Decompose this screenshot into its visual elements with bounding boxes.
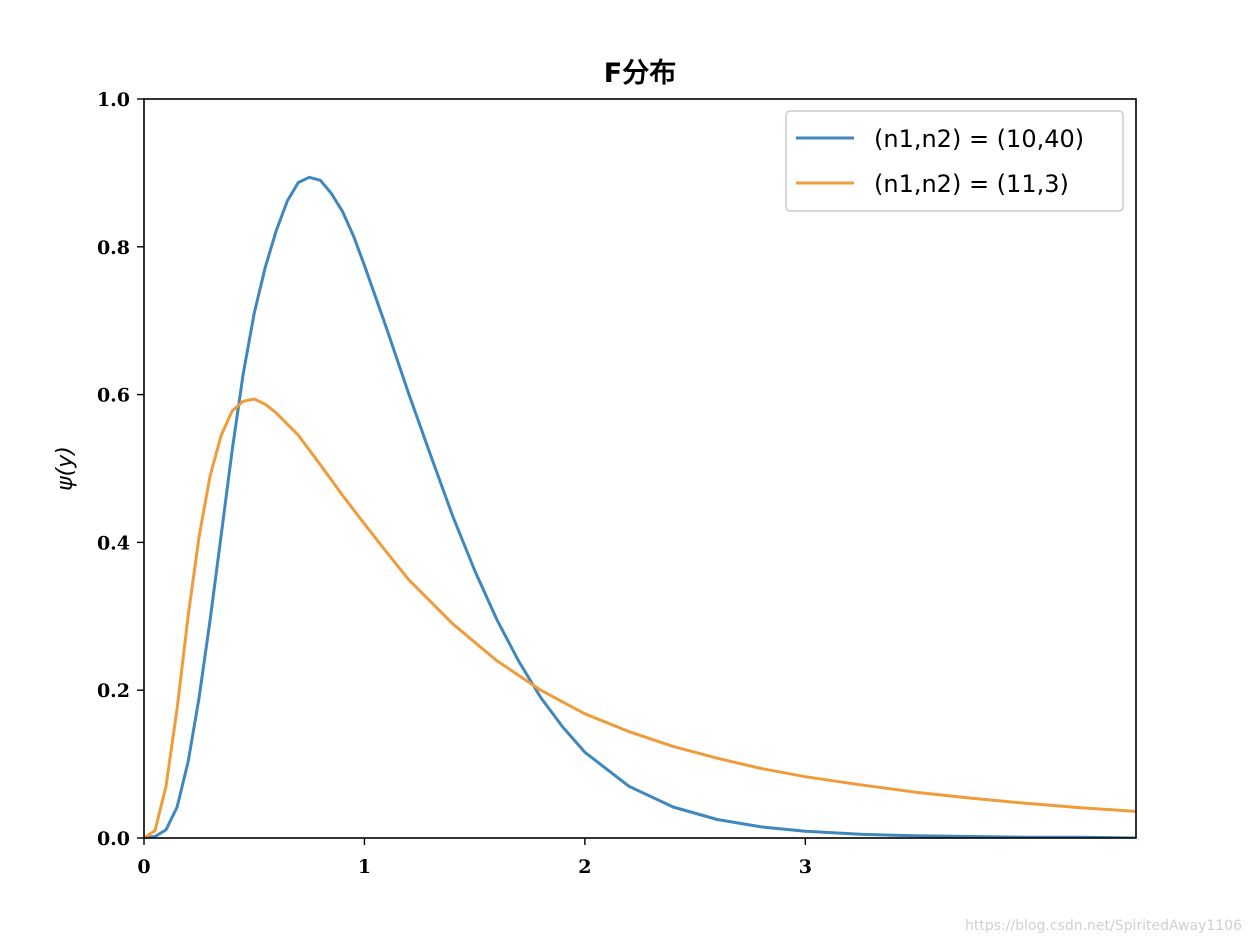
y-tick-label-1: 0.2: [97, 680, 130, 702]
axis-ticks: 0 1 2 3 0.0 0.2 0.4 0.6 0.8 1.0: [97, 89, 812, 878]
x-tick-label-2: 2: [578, 856, 591, 878]
y-tick-label-2: 0.4: [97, 532, 130, 554]
x-tick-label-1: 1: [358, 856, 371, 878]
y-tick-label-3: 0.6: [97, 385, 130, 407]
series-line-2: [144, 397, 1136, 838]
legend: (n1,n2) = (10,40) (n1,n2) = (11,3): [785, 110, 1124, 212]
legend-box: [785, 110, 1124, 212]
x-tick-label-0: 0: [137, 856, 150, 878]
legend-label-1: (n1,n2) = (10,40): [874, 125, 1084, 153]
plot-area: [144, 175, 1136, 838]
series-line-1: [144, 175, 1136, 838]
chart-title: F分布: [604, 58, 676, 89]
y-tick-label-0: 0.0: [97, 828, 130, 850]
y-axis-label: ψ(y): [53, 446, 78, 491]
legend-label-2: (n1,n2) = (11,3): [874, 170, 1069, 198]
y-tick-label-4: 0.8: [97, 237, 130, 259]
x-tick-label-3: 3: [799, 856, 812, 878]
watermark: https://blog.csdn.net/SpiritedAway1106: [964, 918, 1242, 934]
plot-frame: [143, 98, 1137, 839]
y-tick-label-5: 1.0: [97, 89, 130, 111]
